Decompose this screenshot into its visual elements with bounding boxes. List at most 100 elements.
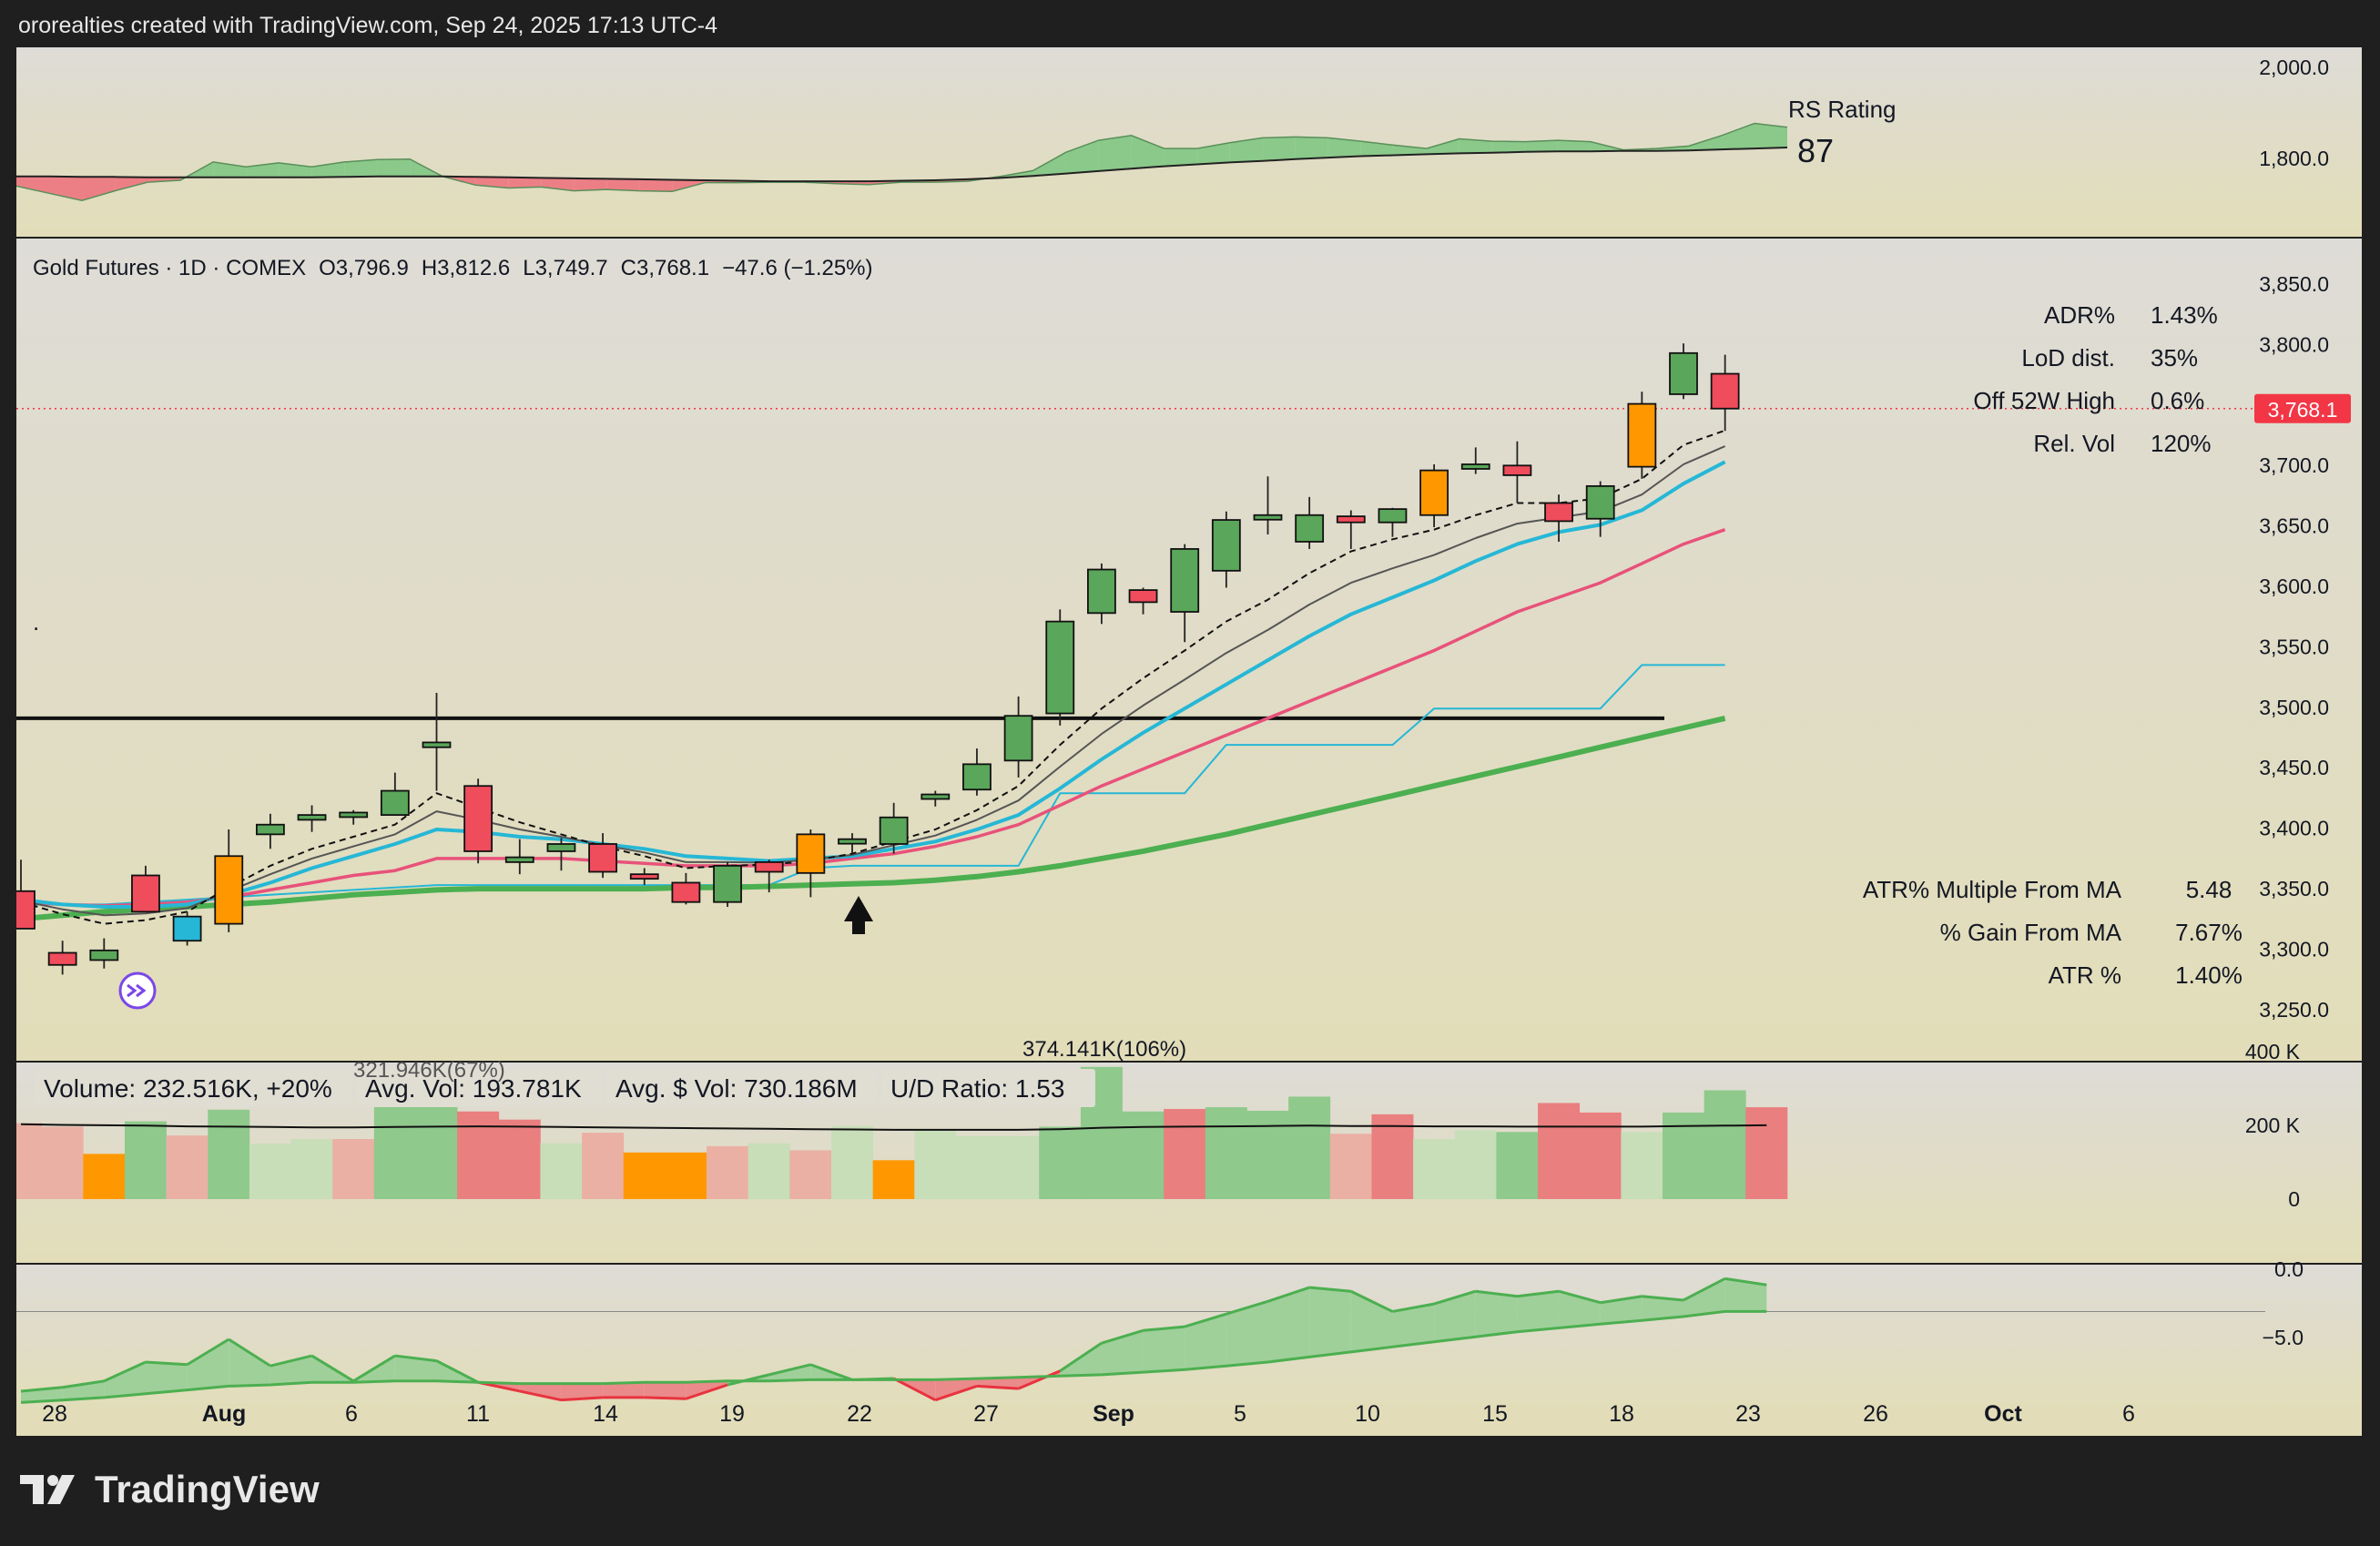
candle-body (1710, 372, 1740, 410)
volume-avg-line (20, 1123, 1767, 1131)
rs-fill (1295, 137, 1328, 159)
osc-line-segment (934, 1384, 978, 1402)
candle-body (504, 856, 534, 863)
osc-fill (644, 1382, 687, 1399)
rs-fill (1688, 135, 1722, 151)
candle-body (1336, 515, 1366, 524)
buy-arrow-icon (844, 896, 873, 934)
osc-line-segment (1558, 1289, 1602, 1305)
rs-fill (1557, 140, 1591, 152)
rs-fill (1196, 142, 1230, 165)
candle-body (1211, 519, 1241, 572)
rs-fill (1131, 135, 1165, 169)
x-tick-label: Oct (1984, 1401, 2022, 1427)
chart-area[interactable]: RS Rating 87 2,000.0 1,800.0 Gold Futures… (16, 47, 2362, 1436)
last-price-tag (2254, 393, 2351, 423)
x-tick-label: 22 (847, 1401, 872, 1427)
x-tick-label: 5 (1234, 1401, 1246, 1427)
candle-body (1295, 514, 1325, 543)
volume-info-boxes: Volume: 232.516K, +20% Avg. Vol: 193.781K… (35, 1069, 1095, 1107)
volume-bar (1496, 1132, 1539, 1199)
volume-info-text: Avg. $ Vol: 730.186M (615, 1074, 858, 1103)
rs-fill (1754, 123, 1787, 149)
osc-fill (1392, 1304, 1435, 1348)
forward-icon[interactable] (118, 971, 157, 1010)
osc-line-segment (1724, 1276, 1767, 1287)
osc-line-segment (1475, 1289, 1518, 1298)
stat-label: LoD dist. (2021, 344, 2115, 371)
osc-line-segment (976, 1384, 1019, 1390)
stat-value: 120% (2151, 430, 2212, 457)
osc-line-segment (1350, 1289, 1394, 1313)
candle-body (546, 843, 576, 852)
candle-body (629, 873, 659, 880)
oscillator-y-axis: 0.0 −5.0 (2263, 1257, 2304, 1349)
osc-tick-label: 0.0 (2274, 1257, 2304, 1281)
osc-fill (768, 1364, 811, 1381)
osc-fill (1517, 1291, 1560, 1332)
volume-bar (208, 1109, 250, 1199)
volume-bar (997, 1135, 1040, 1199)
osc-line-segment (1059, 1341, 1103, 1372)
osc-fill (1267, 1287, 1310, 1362)
price-tick-label: 3,800.0 (2259, 332, 2329, 356)
volume-bar (1205, 1107, 1247, 1199)
osc-line-segment (1309, 1286, 1351, 1293)
rs-rating-label: RS Rating (1788, 96, 1897, 123)
volume-bar (955, 1135, 998, 1199)
candle-body (920, 793, 951, 800)
osc-line-segment (20, 1386, 63, 1393)
x-tick-label: 10 (1355, 1401, 1380, 1427)
volume-bar (498, 1119, 541, 1199)
osc-line-segment (1517, 1289, 1560, 1298)
x-tick-label: 23 (1735, 1401, 1761, 1427)
volume-bar (665, 1152, 707, 1199)
stats-table-top: ADR% 1.43% LoD dist. 35% Off 52W High 0.6% Rel… (1973, 301, 2217, 457)
candle-body (339, 811, 369, 819)
price-tick-label: 3,550.0 (2259, 635, 2329, 658)
stat-label: Off 52W High (1973, 387, 2115, 414)
volume-tick-label: 200 K (2245, 1114, 2301, 1137)
osc-line-segment (270, 1354, 312, 1368)
candle-body (1627, 402, 1657, 468)
stat-value: 1.43% (2151, 301, 2218, 329)
volume-info-box (35, 1069, 351, 1107)
stat-label: ATR % (2049, 961, 2121, 989)
atr-band-line (21, 664, 1725, 906)
volume-bar (582, 1133, 625, 1199)
price-y-axis: 3,850.03,800.03,750.03,700.03,650.03,600… (2254, 272, 2351, 1022)
osc-fill (1309, 1287, 1351, 1358)
legend-open: O3,796.9 (319, 256, 409, 280)
rs-fill (508, 177, 542, 188)
stat-value: 35% (2151, 344, 2198, 371)
osc-line-segment (1267, 1286, 1310, 1303)
candle-body (463, 785, 493, 852)
volume-bar (457, 1111, 500, 1199)
rs-ma-line (16, 147, 1788, 183)
rs-fill (279, 162, 312, 178)
volume-bar (831, 1125, 873, 1199)
candle-body (1378, 508, 1408, 524)
volume-bar (1704, 1090, 1746, 1199)
osc-fill (603, 1382, 645, 1398)
legend-low: L3,749.7 (523, 256, 607, 280)
rs-fill (1491, 141, 1525, 153)
volume-annotation-2: 374.141K(106%) (1022, 1037, 1186, 1062)
candle-body (422, 741, 452, 748)
price-tick-label: 3,400.0 (2259, 817, 2329, 840)
rs-fill (1524, 140, 1558, 152)
stat-label: ATR% Multiple From MA (1863, 876, 2122, 903)
volume-info-box (881, 1069, 1095, 1107)
footer-brand-text: TradingView (95, 1468, 320, 1510)
footer-brand: TradingView (20, 1468, 320, 1511)
candle-body (89, 949, 119, 961)
price-series (16, 343, 2265, 975)
osc-line-segment (1600, 1295, 1643, 1305)
stat-value: 5.48 (2186, 876, 2233, 903)
volume-bar (1039, 1126, 1082, 1199)
legend-symbol: Gold Futures · 1D · COMEX (33, 256, 306, 280)
price-tick-label: 3,500.0 (2259, 696, 2329, 719)
candle-body (962, 763, 992, 791)
volume-bar (1371, 1114, 1414, 1199)
volume-bar (872, 1160, 915, 1199)
